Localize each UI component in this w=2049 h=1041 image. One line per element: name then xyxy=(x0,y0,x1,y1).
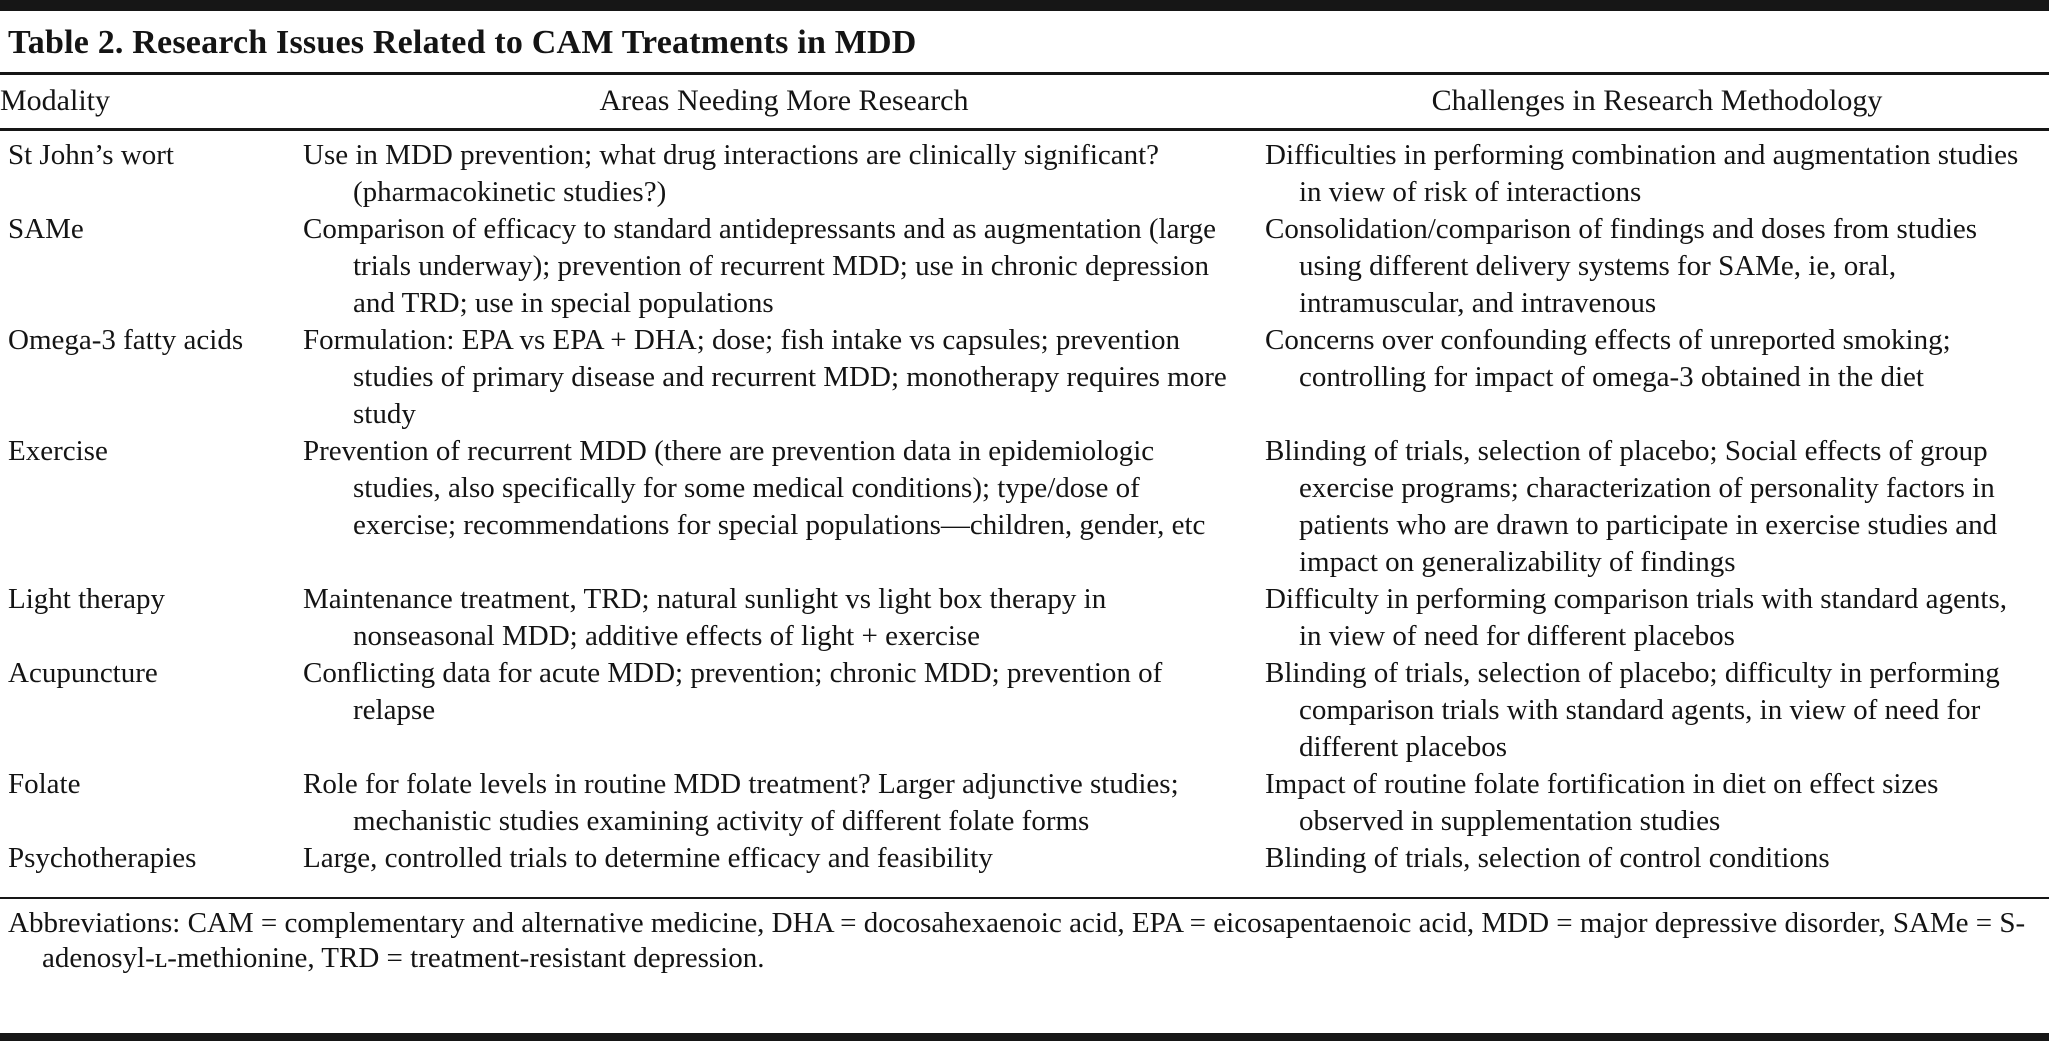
challenges-cell: Difficulty in performing comparison tria… xyxy=(1265,583,2008,652)
column-header-modality: Modality xyxy=(0,75,303,131)
modality-cell: Light therapy xyxy=(8,583,166,615)
challenges-cell: Impact of routine folate fortification i… xyxy=(1265,768,1939,837)
research-cell: Role for folate levels in routine MDD tr… xyxy=(303,768,1179,837)
challenges-cell: Blinding of trials, selection of placebo… xyxy=(1265,435,1998,578)
table-title: Table 2. Research Issues Related to CAM … xyxy=(8,24,917,61)
research-cell: Formulation: EPA vs EPA + DHA; dose; fis… xyxy=(303,324,1227,430)
modality-cell: Acupuncture xyxy=(8,657,158,689)
header-row: Modality Areas Needing More Research Cha… xyxy=(0,75,2049,131)
table-row: SAMe Comparison of efficacy to standard … xyxy=(0,211,2049,322)
research-cell: Maintenance treatment, TRD; natural sunl… xyxy=(303,583,1107,652)
modality-cell: SAMe xyxy=(8,213,84,245)
challenges-cell: Consolidation/comparison of findings and… xyxy=(1265,213,1978,319)
table-row: Acupuncture Conflicting data for acute M… xyxy=(0,655,2049,766)
table-row: Folate Role for folate levels in routine… xyxy=(0,766,2049,840)
research-issues-table: Modality Areas Needing More Research Cha… xyxy=(0,75,2049,877)
research-cell: Use in MDD prevention; what drug interac… xyxy=(303,139,1160,208)
challenges-cell: Difficulties in performing combination a… xyxy=(1265,139,2019,208)
table-row: Psychotherapies Large, controlled trials… xyxy=(0,840,2049,877)
column-header-research: Areas Needing More Research xyxy=(303,75,1265,131)
challenges-cell: Blinding of trials, selection of control… xyxy=(1265,842,1830,874)
research-cell: Prevention of recurrent MDD (there are p… xyxy=(303,435,1206,541)
footnote-divider xyxy=(0,897,2049,899)
challenges-cell: Blinding of trials, selection of placebo… xyxy=(1265,657,2000,763)
research-cell: Conflicting data for acute MDD; preventi… xyxy=(303,657,1163,726)
table-row: Omega-3 fatty acids Formulation: EPA vs … xyxy=(0,322,2049,433)
modality-cell: Exercise xyxy=(8,435,108,467)
abbreviations-footnote: Abbreviations: CAM = complementary and a… xyxy=(8,907,2026,974)
modality-cell: St John’s wort xyxy=(8,139,174,171)
research-cell: Comparison of efficacy to standard antid… xyxy=(303,213,1216,319)
top-border-bar xyxy=(0,0,2049,11)
table-row: Exercise Prevention of recurrent MDD (th… xyxy=(0,433,2049,581)
table-row: St John’s wort Use in MDD prevention; wh… xyxy=(0,130,2049,212)
modality-cell: Omega-3 fatty acids xyxy=(8,324,244,356)
table-row: Light therapy Maintenance treatment, TRD… xyxy=(0,581,2049,655)
modality-cell: Psychotherapies xyxy=(8,842,197,874)
bottom-border-bar xyxy=(0,1033,2049,1041)
title-divider xyxy=(0,72,2049,75)
column-header-challenges: Challenges in Research Methodology xyxy=(1265,75,2049,131)
challenges-cell: Concerns over confounding effects of unr… xyxy=(1265,324,1951,393)
modality-cell: Folate xyxy=(8,768,81,800)
research-cell: Large, controlled trials to determine ef… xyxy=(303,842,993,874)
